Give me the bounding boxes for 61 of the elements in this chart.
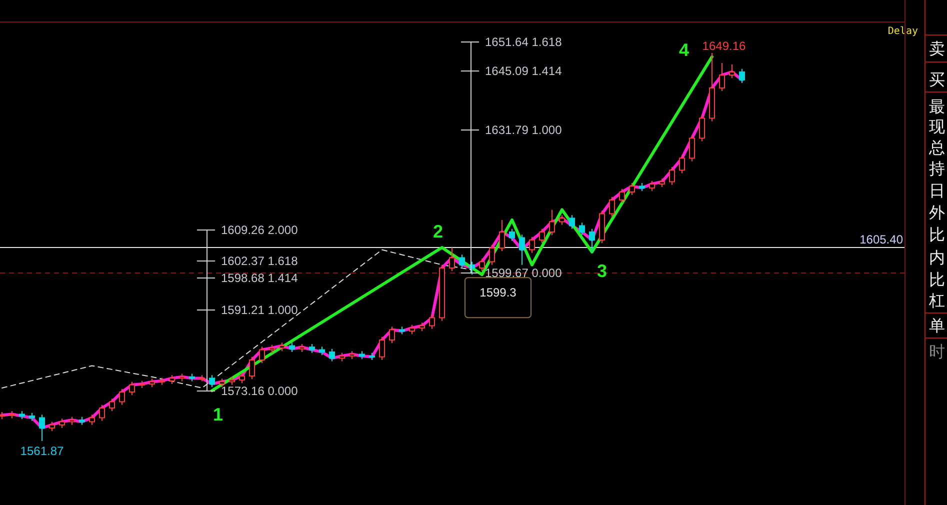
candlestick	[209, 374, 215, 388]
tooltip: 1599.3	[464, 277, 532, 318]
annotation: 1573.16 0.000	[221, 384, 298, 398]
candlestick	[689, 134, 695, 162]
candlestick	[589, 228, 595, 252]
text: 1651.64 1.618	[485, 35, 562, 49]
candlestick	[59, 418, 65, 428]
candlestick	[569, 214, 575, 230]
candlestick	[129, 381, 135, 396]
annotation: 1561.87	[20, 444, 64, 458]
candlestick	[489, 244, 495, 266]
candlestick	[89, 414, 95, 426]
annotation: 1631.79 1.000	[485, 123, 562, 137]
candlestick	[99, 404, 105, 422]
candlestick	[289, 342, 295, 352]
candlestick	[39, 414, 45, 442]
candlestick	[579, 222, 585, 236]
candlestick	[729, 64, 735, 79]
ref-line-label: 1605.40	[860, 232, 904, 247]
candlestick	[109, 398, 115, 412]
candlestick	[559, 214, 565, 226]
annotation: 1609.26 2.000	[221, 223, 298, 237]
candlestick	[619, 188, 625, 204]
candlestick	[389, 326, 395, 344]
candlestick	[529, 236, 535, 254]
candlestick	[629, 182, 635, 196]
annotation: 1591.21 1.000	[221, 303, 298, 317]
text: Delay	[888, 26, 918, 37]
candlestick	[429, 314, 435, 330]
candlestick	[519, 234, 525, 266]
candlestick	[259, 346, 265, 364]
annotation: 4	[678, 40, 690, 60]
candlestick	[249, 356, 255, 380]
annotation: 1645.09 1.414	[485, 64, 562, 78]
candlestick	[329, 348, 335, 362]
candlestick	[239, 372, 245, 384]
candlestick	[609, 196, 615, 218]
annotation: 2	[432, 222, 444, 242]
annotation: 1649.16	[702, 39, 746, 53]
annotation: 1598.68 1.414	[221, 271, 298, 285]
candlestick	[679, 154, 685, 174]
candlestick	[539, 228, 545, 244]
annotation: 1	[212, 404, 224, 425]
candlestick	[409, 324, 415, 335]
annotation: 3	[596, 260, 608, 281]
candlestick	[509, 228, 515, 242]
candlestick	[479, 258, 485, 272]
candlestick	[499, 219, 505, 252]
candlestick	[549, 209, 555, 236]
annotation: 1602.37 1.618	[221, 254, 298, 268]
candlestick	[459, 254, 465, 268]
candlestick	[739, 68, 745, 84]
candlestick	[119, 388, 125, 406]
annotation: 1599.3	[480, 286, 517, 300]
candlestick	[49, 421, 55, 432]
candlestick	[449, 247, 455, 272]
candlestick	[699, 114, 705, 142]
candlestick	[669, 166, 675, 186]
candlestick	[649, 180, 655, 192]
candlestick	[379, 336, 385, 360]
candlestick	[719, 62, 725, 92]
